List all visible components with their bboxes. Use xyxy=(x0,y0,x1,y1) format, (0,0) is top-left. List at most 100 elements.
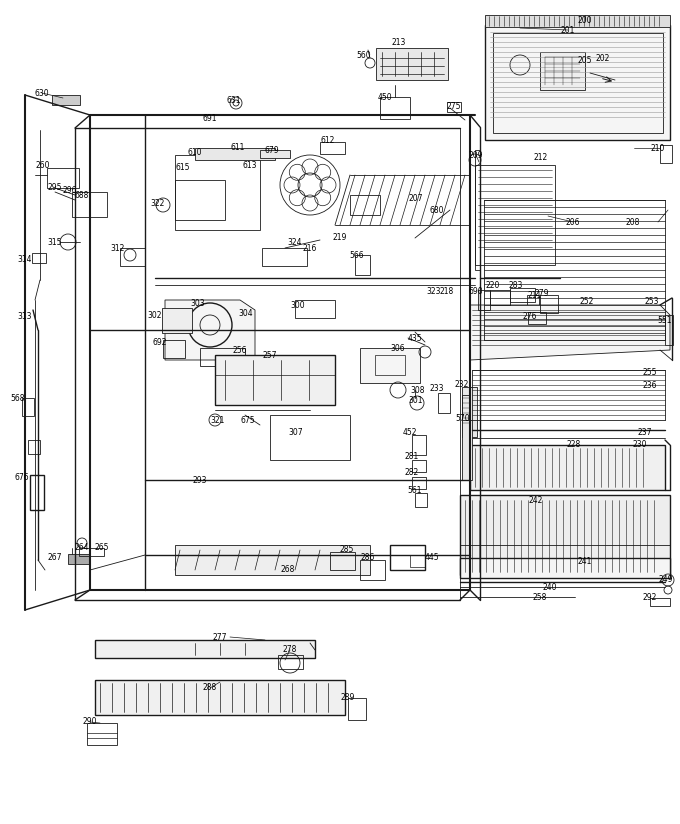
Text: 283: 283 xyxy=(509,282,523,291)
Text: 281: 281 xyxy=(405,452,419,461)
Bar xyxy=(330,552,355,570)
Text: 570: 570 xyxy=(456,414,471,423)
Text: 312: 312 xyxy=(111,244,125,252)
Text: 232: 232 xyxy=(455,380,469,388)
Text: 211: 211 xyxy=(528,292,542,301)
Text: 241: 241 xyxy=(578,558,592,567)
Text: 615: 615 xyxy=(175,162,190,171)
Text: 551: 551 xyxy=(658,316,673,325)
Text: 255: 255 xyxy=(643,368,658,377)
Bar xyxy=(376,48,448,80)
Bar xyxy=(162,308,192,333)
Text: 631: 631 xyxy=(226,96,241,105)
Text: 208: 208 xyxy=(626,218,640,227)
Text: 218: 218 xyxy=(440,288,454,297)
Bar xyxy=(527,295,539,310)
Bar xyxy=(175,155,260,230)
Text: 690: 690 xyxy=(469,288,483,297)
Text: 630: 630 xyxy=(35,88,50,97)
Text: 277: 277 xyxy=(213,633,227,642)
Text: 679: 679 xyxy=(265,146,279,155)
Text: 288: 288 xyxy=(203,683,217,692)
Text: 207: 207 xyxy=(409,194,423,203)
Bar xyxy=(360,348,420,383)
Text: 201: 201 xyxy=(561,26,575,35)
Text: 276: 276 xyxy=(523,311,537,321)
Text: 566: 566 xyxy=(350,250,364,260)
Text: 282: 282 xyxy=(405,467,419,476)
Bar xyxy=(278,655,303,669)
Text: 323: 323 xyxy=(427,288,441,297)
Bar xyxy=(410,555,425,567)
Bar xyxy=(493,33,663,133)
Text: 286: 286 xyxy=(361,554,375,563)
Bar xyxy=(375,355,405,375)
Text: 308: 308 xyxy=(411,386,425,395)
Text: 202: 202 xyxy=(596,54,610,63)
Text: 611: 611 xyxy=(231,143,245,152)
Bar xyxy=(52,95,80,105)
Bar xyxy=(355,255,370,275)
Text: 240: 240 xyxy=(543,583,557,592)
Bar xyxy=(87,723,117,745)
Text: 613: 613 xyxy=(243,161,257,170)
Bar xyxy=(72,192,107,217)
Bar xyxy=(32,253,46,263)
Text: 236: 236 xyxy=(643,381,658,390)
Bar xyxy=(665,315,673,345)
Text: 220: 220 xyxy=(486,282,500,291)
Bar xyxy=(163,340,185,358)
Bar xyxy=(462,395,470,430)
Text: 258: 258 xyxy=(533,592,547,602)
Bar xyxy=(95,680,345,715)
Bar xyxy=(485,25,670,140)
Text: 264: 264 xyxy=(75,544,89,553)
Text: 324: 324 xyxy=(288,237,302,246)
Text: 303: 303 xyxy=(190,298,205,307)
Text: 292: 292 xyxy=(643,593,657,602)
Bar xyxy=(447,102,461,112)
Bar xyxy=(412,477,426,489)
Text: 278: 278 xyxy=(283,645,297,654)
Bar xyxy=(262,248,307,266)
Bar xyxy=(175,545,370,575)
Text: 610: 610 xyxy=(188,147,202,157)
Bar xyxy=(478,290,490,310)
Bar xyxy=(540,52,585,90)
Text: 219: 219 xyxy=(333,232,347,241)
Text: 212: 212 xyxy=(534,152,548,162)
Text: 314: 314 xyxy=(18,255,32,265)
Bar xyxy=(270,415,350,460)
Text: 313: 313 xyxy=(18,311,32,321)
Bar xyxy=(22,398,34,416)
Bar xyxy=(30,475,44,510)
Text: 568: 568 xyxy=(11,394,25,402)
Bar xyxy=(195,148,275,160)
Text: 321: 321 xyxy=(211,415,225,424)
Text: 275: 275 xyxy=(447,101,461,110)
Text: 256: 256 xyxy=(233,345,248,354)
Text: 242: 242 xyxy=(529,495,543,504)
Text: 452: 452 xyxy=(403,428,418,437)
Text: 435: 435 xyxy=(408,334,422,343)
Text: 301: 301 xyxy=(409,396,423,405)
Text: 210: 210 xyxy=(651,143,665,152)
Text: 237: 237 xyxy=(638,428,652,437)
Bar xyxy=(350,195,380,215)
Text: 560: 560 xyxy=(357,50,371,59)
Bar xyxy=(460,495,670,575)
Text: 228: 228 xyxy=(567,439,581,448)
Text: 267: 267 xyxy=(48,554,63,563)
Bar xyxy=(528,312,546,324)
Bar xyxy=(438,393,450,413)
Bar xyxy=(360,560,385,580)
Text: 285: 285 xyxy=(340,545,354,555)
Bar xyxy=(475,150,480,270)
Bar xyxy=(175,180,225,220)
Text: 445: 445 xyxy=(425,554,439,563)
Text: 295: 295 xyxy=(48,182,63,191)
Bar xyxy=(320,142,345,154)
Bar xyxy=(470,445,665,490)
Text: 205: 205 xyxy=(578,55,592,64)
Text: 268: 268 xyxy=(281,564,295,574)
